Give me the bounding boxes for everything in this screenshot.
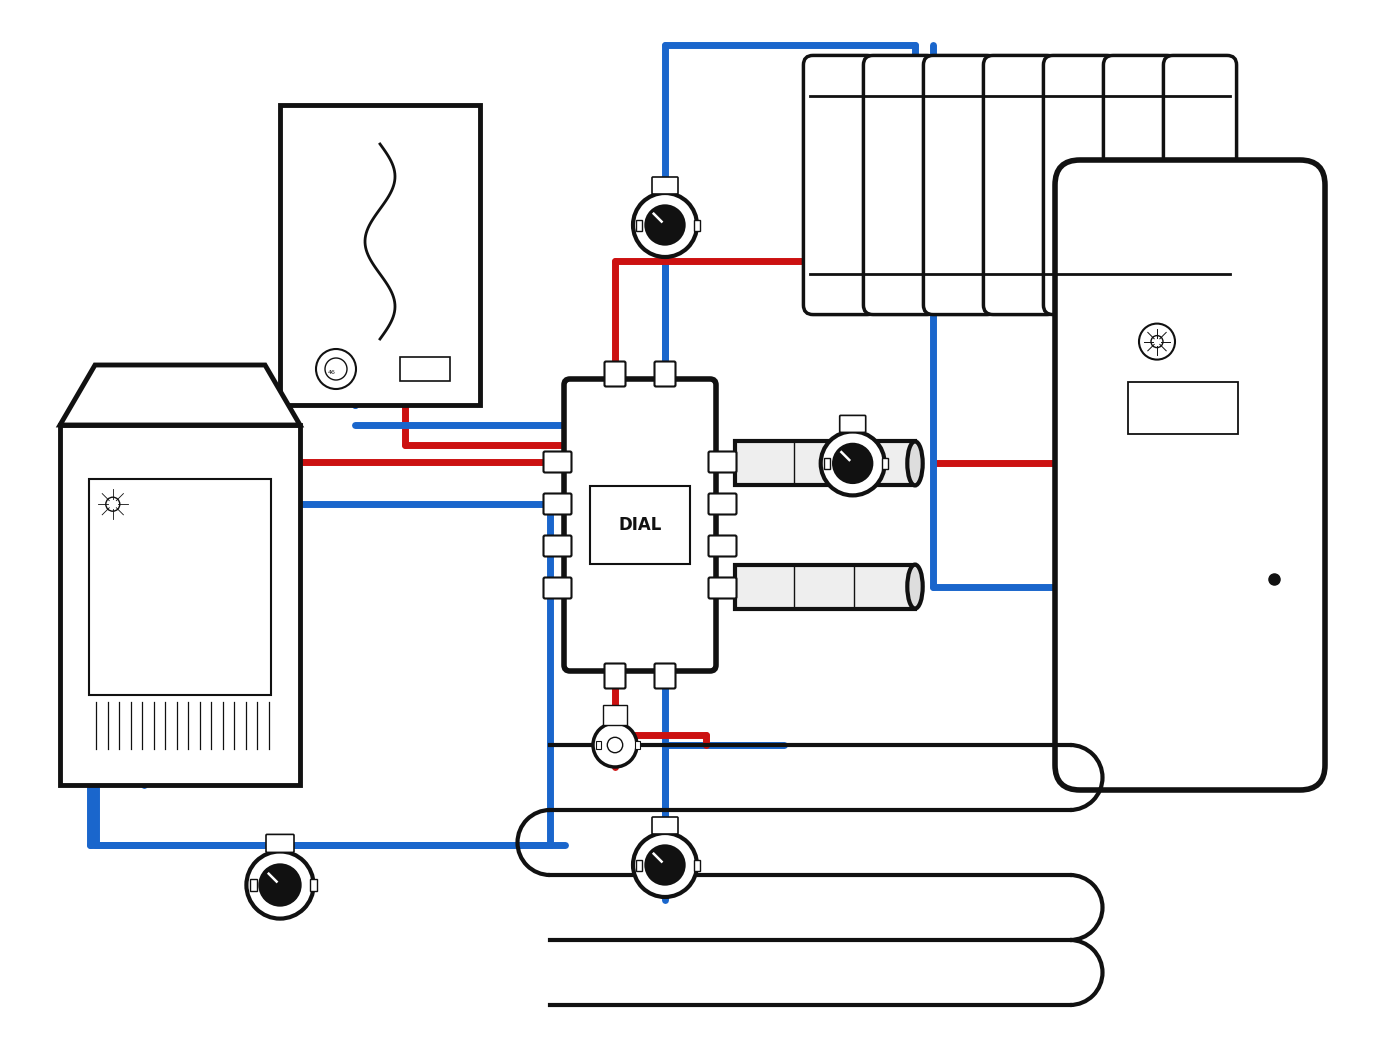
Circle shape bbox=[1139, 324, 1176, 359]
FancyBboxPatch shape bbox=[543, 578, 571, 599]
FancyBboxPatch shape bbox=[655, 362, 676, 387]
FancyBboxPatch shape bbox=[605, 664, 625, 689]
Circle shape bbox=[820, 432, 885, 495]
Bar bbox=[736, 441, 915, 485]
Bar bbox=[595, 741, 600, 749]
FancyBboxPatch shape bbox=[1103, 55, 1177, 315]
Text: 46: 46 bbox=[327, 370, 336, 375]
Circle shape bbox=[632, 833, 696, 897]
Text: DIAL: DIAL bbox=[618, 516, 662, 534]
FancyBboxPatch shape bbox=[543, 535, 571, 557]
FancyBboxPatch shape bbox=[804, 55, 876, 315]
Bar bbox=[280, 104, 481, 405]
Bar bbox=[634, 741, 639, 749]
Ellipse shape bbox=[907, 441, 922, 485]
Ellipse shape bbox=[907, 564, 922, 608]
Bar bbox=[1128, 382, 1238, 435]
Circle shape bbox=[259, 864, 301, 906]
FancyBboxPatch shape bbox=[605, 362, 625, 387]
Bar bbox=[400, 357, 450, 381]
FancyBboxPatch shape bbox=[1163, 55, 1237, 315]
Bar bbox=[694, 219, 701, 231]
FancyBboxPatch shape bbox=[709, 493, 737, 514]
Bar bbox=[249, 879, 256, 891]
FancyBboxPatch shape bbox=[983, 55, 1056, 315]
FancyBboxPatch shape bbox=[266, 834, 294, 853]
Bar bbox=[603, 705, 627, 725]
FancyBboxPatch shape bbox=[840, 416, 865, 433]
FancyBboxPatch shape bbox=[1043, 55, 1117, 315]
Circle shape bbox=[607, 738, 623, 752]
Circle shape bbox=[106, 497, 120, 511]
FancyBboxPatch shape bbox=[709, 535, 737, 557]
FancyBboxPatch shape bbox=[652, 177, 678, 194]
FancyBboxPatch shape bbox=[709, 451, 737, 472]
Circle shape bbox=[645, 205, 685, 245]
FancyBboxPatch shape bbox=[709, 578, 737, 599]
Bar bbox=[637, 859, 642, 870]
Circle shape bbox=[593, 723, 637, 767]
Bar bbox=[589, 486, 691, 564]
FancyBboxPatch shape bbox=[564, 379, 716, 671]
Bar bbox=[694, 859, 701, 870]
Bar bbox=[882, 458, 887, 469]
Bar bbox=[736, 564, 915, 608]
Circle shape bbox=[247, 852, 313, 919]
Polygon shape bbox=[60, 365, 299, 425]
Bar bbox=[311, 879, 318, 891]
Circle shape bbox=[1151, 335, 1163, 348]
FancyBboxPatch shape bbox=[543, 493, 571, 514]
Circle shape bbox=[316, 349, 357, 389]
FancyBboxPatch shape bbox=[543, 451, 571, 472]
Circle shape bbox=[833, 443, 872, 483]
Bar bbox=[637, 219, 642, 231]
Circle shape bbox=[325, 358, 347, 380]
Circle shape bbox=[632, 193, 696, 257]
Bar bbox=[60, 425, 299, 785]
Bar bbox=[823, 458, 830, 469]
FancyBboxPatch shape bbox=[924, 55, 996, 315]
Circle shape bbox=[93, 484, 132, 525]
Circle shape bbox=[645, 845, 685, 885]
FancyBboxPatch shape bbox=[652, 817, 678, 834]
FancyBboxPatch shape bbox=[1055, 160, 1325, 790]
FancyBboxPatch shape bbox=[864, 55, 936, 315]
Bar bbox=[89, 479, 272, 695]
FancyBboxPatch shape bbox=[655, 664, 676, 689]
